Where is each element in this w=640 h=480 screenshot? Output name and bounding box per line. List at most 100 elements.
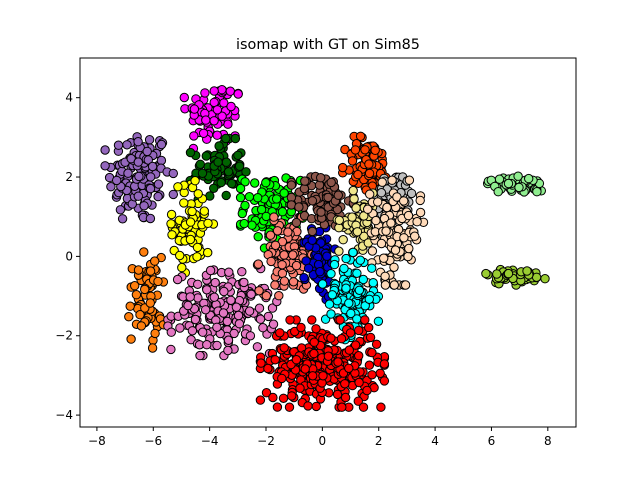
point-salmon <box>272 226 283 236</box>
point-brown <box>294 202 304 212</box>
point-dark-green <box>221 190 231 201</box>
point-pink <box>233 310 244 321</box>
point-cyan <box>364 294 374 304</box>
point-orange-red <box>364 168 375 179</box>
point-orange <box>145 266 156 276</box>
point-bisque <box>377 177 387 187</box>
point-pink <box>255 314 266 324</box>
point-red <box>311 401 321 412</box>
point-orange-red <box>347 156 358 166</box>
point-lime <box>279 188 289 198</box>
point-silver <box>406 188 417 199</box>
point-orange-red <box>370 145 380 156</box>
point-purple <box>122 140 132 150</box>
point-salmon <box>274 291 284 301</box>
point-orange <box>145 298 156 308</box>
point-pink <box>222 316 233 327</box>
point-yellow <box>175 250 185 261</box>
point-purple <box>134 171 144 182</box>
point-blue <box>315 267 325 277</box>
point-bisque <box>381 226 391 236</box>
point-red <box>323 351 334 361</box>
point-red <box>344 345 354 355</box>
point-bisque <box>365 189 375 199</box>
point-magenta <box>233 89 243 99</box>
point-red <box>268 392 278 403</box>
point-red <box>360 315 370 325</box>
point-lime <box>261 178 271 188</box>
x-tick-label: 2 <box>375 434 383 448</box>
point-pink <box>219 286 229 297</box>
point-magenta <box>226 101 236 112</box>
point-pink <box>193 279 203 289</box>
point-bisque <box>387 175 397 185</box>
point-magenta <box>217 111 227 121</box>
point-red <box>279 343 289 353</box>
point-bisque <box>404 175 415 185</box>
y-axis: −4 −2 0 2 4 <box>55 91 80 422</box>
point-cyan <box>324 299 335 309</box>
point-magenta <box>200 88 210 98</box>
point-purple <box>145 213 156 224</box>
point-bisque <box>380 280 391 290</box>
point-purple <box>156 139 167 150</box>
point-orange <box>135 310 145 320</box>
point-pink <box>202 340 212 350</box>
point-cyan <box>354 285 365 295</box>
plot-frame <box>79 57 577 428</box>
y-tick-label: 0 <box>65 249 73 263</box>
point-bisque <box>389 280 399 290</box>
point-red <box>285 315 295 325</box>
point-pink <box>205 265 216 276</box>
point-magenta <box>179 92 190 103</box>
point-orange-red <box>338 162 348 173</box>
point-red <box>362 385 372 396</box>
point-red <box>255 395 266 405</box>
point-cyan <box>358 274 368 285</box>
point-red <box>367 370 377 380</box>
point-red <box>296 322 306 333</box>
point-bisque <box>400 280 411 290</box>
point-blue <box>322 251 332 261</box>
point-yellow <box>185 217 196 227</box>
point-lime <box>247 220 257 230</box>
point-red <box>337 402 347 412</box>
point-dark-green <box>241 167 251 177</box>
point-red <box>275 328 285 338</box>
point-purple <box>117 214 128 224</box>
point-pink <box>198 327 208 337</box>
point-salmon <box>283 227 293 237</box>
point-orange-red <box>350 145 361 155</box>
point-magenta <box>189 104 200 114</box>
point-brown <box>291 217 302 228</box>
point-yellow <box>166 219 176 229</box>
point-light-green <box>513 171 523 181</box>
point-light-green <box>493 187 503 197</box>
point-bisque <box>382 202 392 213</box>
point-orange <box>125 301 135 311</box>
point-lime <box>239 218 249 229</box>
point-red <box>336 334 347 344</box>
point-red <box>364 322 374 333</box>
point-pink <box>254 303 265 313</box>
point-magenta <box>217 85 227 95</box>
point-cyan <box>360 301 370 311</box>
point-yellow <box>193 189 203 199</box>
point-purple <box>146 172 156 182</box>
x-tick-label: 6 <box>488 434 496 448</box>
point-lime <box>235 192 246 203</box>
point-yellow-green <box>492 269 502 279</box>
point-pink <box>244 306 255 316</box>
point-pink <box>245 331 256 341</box>
point-dark-green <box>197 168 208 179</box>
point-orange <box>153 276 163 287</box>
point-red <box>272 402 283 412</box>
point-dark-green <box>221 133 231 144</box>
point-purple <box>133 191 144 201</box>
point-cyan <box>317 279 328 289</box>
point-dark-green <box>233 150 243 161</box>
point-bisque <box>390 245 401 255</box>
point-pink <box>166 344 176 355</box>
point-dark-green <box>216 177 226 188</box>
point-yellow <box>167 230 177 240</box>
